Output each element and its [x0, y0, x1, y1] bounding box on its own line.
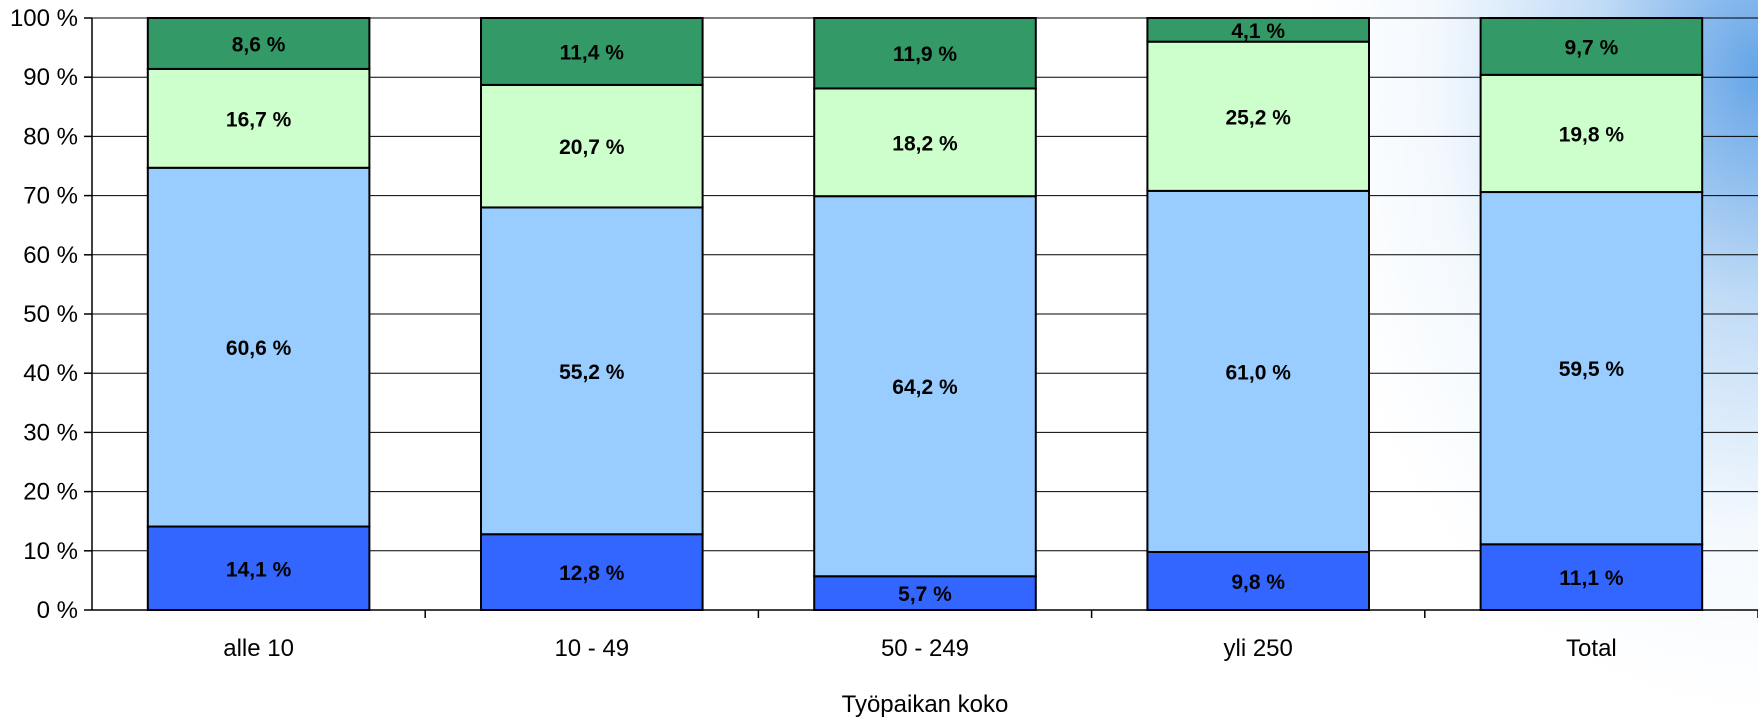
bar-segment [1479, 73, 1704, 194]
x-category-label: 10 - 49 [554, 635, 629, 662]
data-label: 8,6 % [232, 33, 286, 56]
y-tick-label: 60 % [23, 242, 78, 269]
y-tick-label: 30 % [23, 419, 78, 446]
data-label: 61,0 % [1226, 361, 1292, 384]
data-label: 18,2 % [892, 132, 958, 155]
bar-segment [1479, 191, 1704, 546]
bar-segment [480, 533, 704, 611]
data-label: 11,1 % [1559, 567, 1624, 590]
bar-segment [1146, 40, 1370, 192]
y-tick-label: 90 % [23, 64, 78, 91]
data-label: 20,7 % [559, 136, 625, 159]
y-tick-label: 50 % [23, 301, 78, 328]
data-label: 11,9 % [893, 43, 958, 66]
bar-segment [1479, 543, 1704, 612]
bar-segment [480, 83, 704, 209]
bar-segment [1146, 550, 1370, 612]
y-tick-label: 10 % [23, 538, 78, 565]
data-label: 55,2 % [559, 361, 625, 384]
bar-segment [813, 195, 1037, 578]
bar-segment [1479, 17, 1704, 76]
x-category-label: yli 250 [1224, 635, 1293, 662]
bar-segment [813, 87, 1037, 198]
x-axis-categories: alle 10 10 - 49 50 - 249 yli 250 Total [223, 610, 1758, 662]
bar-segment [146, 17, 371, 70]
data-label: 5,7 % [898, 583, 952, 606]
x-axis-title: Työpaikan koko [842, 691, 1009, 718]
data-label: 4,1 % [1231, 20, 1285, 43]
y-tick-label: 70 % [23, 183, 78, 210]
y-tick-label: 40 % [23, 360, 78, 387]
bars [146, 17, 1704, 612]
data-label: 9,7 % [1565, 36, 1619, 59]
y-tick-label: 80 % [23, 123, 78, 150]
bar-segment [813, 17, 1037, 90]
data-label: 9,8 % [1231, 571, 1285, 594]
x-category-label: alle 10 [223, 635, 294, 662]
data-label: 25,2 % [1226, 106, 1292, 129]
bar-segment [1146, 17, 1370, 43]
bar-segment [480, 17, 704, 86]
bar-segment [146, 166, 371, 528]
y-tick-label: 0 % [37, 597, 78, 624]
bar-segment [1146, 189, 1370, 553]
x-category-label: Total [1566, 635, 1617, 662]
x-category-label: 50 - 249 [881, 635, 969, 662]
y-axis-ticks: 0 % 10 % 20 % 30 % 40 % 50 % 60 % 70 % 80 % 90 % 1… [10, 5, 92, 624]
y-tick-label: 100 % [10, 5, 78, 32]
data-label: 19,8 % [1559, 123, 1625, 146]
data-label: 60,6 % [226, 337, 292, 360]
data-label: 11,4 % [560, 41, 625, 64]
data-label: 64,2 % [892, 376, 958, 399]
data-label: 16,7 % [226, 108, 292, 131]
bar-segment [146, 67, 371, 169]
data-labels: 14,1 % 60,6 % 16,7 % 8,6 % 12,8 % 55,2 % 20,7 … [226, 20, 1625, 606]
data-label: 12,8 % [559, 562, 625, 585]
data-label: 14,1 % [226, 558, 292, 581]
y-tick-label: 20 % [23, 479, 78, 506]
data-label: 59,5 % [1559, 358, 1625, 381]
